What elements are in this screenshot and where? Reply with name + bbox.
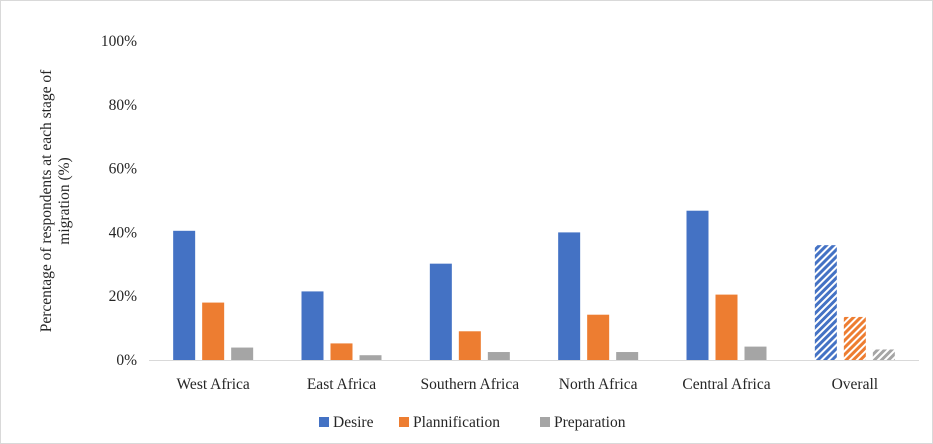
bar-desire-east-africa	[301, 291, 324, 360]
y-tick-label: 0%	[116, 352, 137, 369]
bar-plannification-overall	[843, 316, 866, 360]
bar-desire-central-africa	[686, 210, 709, 360]
bar-plannification-southern-africa	[458, 331, 481, 360]
y-tick-label: 60%	[109, 161, 138, 178]
bars	[173, 210, 895, 360]
legend-label-preparation: Preparation	[554, 414, 626, 431]
legend-label-desire: Desire	[333, 414, 374, 431]
bar-preparation-east-africa	[359, 355, 382, 360]
x-category-label: East Africa	[307, 376, 376, 393]
x-category-label: Southern Africa	[421, 376, 520, 393]
bar-preparation-overall	[872, 349, 895, 360]
bar-desire-overall	[814, 245, 837, 360]
y-axis-title: Percentage of respondents at each stage …	[38, 69, 73, 332]
x-category-label: North Africa	[559, 376, 638, 393]
legend: Desire Plannification Preparation	[319, 414, 626, 431]
y-tick-label: 20%	[109, 288, 138, 305]
y-tick-label: 100%	[101, 33, 137, 50]
x-category-label: West Africa	[177, 376, 250, 393]
y-tick-label: 40%	[109, 224, 138, 241]
bar-plannification-central-africa	[715, 294, 738, 360]
bar-desire-west-africa	[173, 230, 196, 360]
bar-preparation-west-africa	[231, 347, 254, 360]
x-axis-categories: West Africa East Africa Southern Africa Nor…	[177, 376, 879, 393]
bar-preparation-north-africa	[616, 352, 639, 360]
bar-plannification-west-africa	[202, 302, 225, 360]
bar-plannification-north-africa	[587, 314, 610, 360]
legend-swatch-desire	[319, 417, 329, 427]
bar-preparation-southern-africa	[487, 352, 510, 360]
legend-label-plannification: Plannification	[413, 414, 500, 431]
y-axis-title-line: Percentage of respondents at each stage …	[38, 69, 55, 332]
x-category-label: Overall	[832, 376, 878, 393]
legend-swatch-preparation	[540, 417, 550, 427]
bar-preparation-central-africa	[744, 346, 767, 360]
legend-swatch-plannification	[399, 417, 409, 427]
bar-plannification-east-africa	[330, 343, 353, 360]
y-tick-label: 80%	[109, 97, 138, 114]
bar-desire-southern-africa	[429, 263, 452, 360]
y-axis-ticks: 0% 20% 40% 60% 80% 100%	[101, 33, 137, 369]
y-axis-title-line: migration (%)	[56, 157, 73, 244]
x-category-label: Central Africa	[682, 376, 770, 393]
bar-desire-north-africa	[558, 232, 581, 360]
